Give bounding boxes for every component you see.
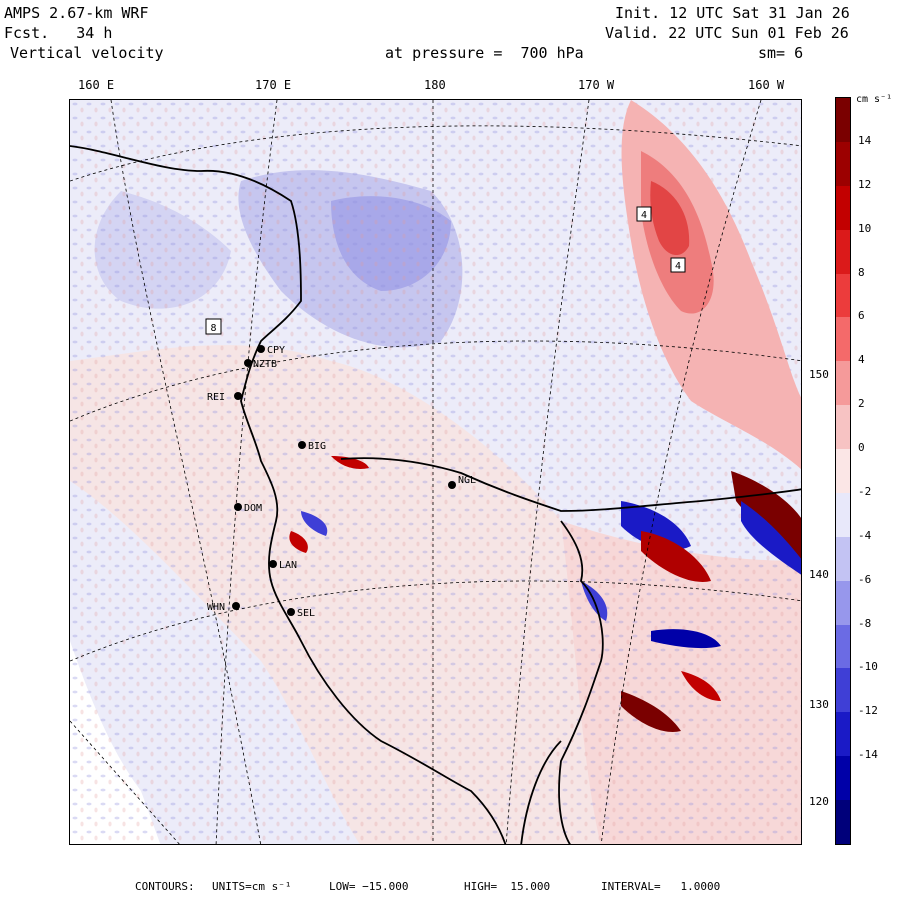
colorbar-segment xyxy=(836,756,850,801)
colorbar-segment xyxy=(836,492,850,538)
station-dot-whn xyxy=(232,602,240,610)
colorbar-tick-label: 6 xyxy=(858,309,865,323)
mountain-wave-couplets xyxy=(289,456,801,732)
colorbar-tick-label: -14 xyxy=(858,748,878,762)
colorbar-segment xyxy=(836,624,850,669)
colorbar-segment xyxy=(836,273,850,318)
vertical-velocity-map: 8 4 4 CPY NZTB REI BIG NGL DOM LAN WHN S… xyxy=(70,100,801,844)
station-label-cpy: CPY xyxy=(267,345,285,356)
colorbar-segment xyxy=(836,141,850,187)
colorbar-tick-label: 2 xyxy=(858,397,865,411)
colorbar-tick-label: -8 xyxy=(858,616,872,630)
colorbar-tick-label: -12 xyxy=(858,704,878,718)
footer-interval: INTERVAL= 1.0000 xyxy=(601,880,721,893)
station-dot-nztb xyxy=(244,359,252,367)
forecast-hour: Fcst. 34 h xyxy=(4,24,113,42)
colorbar xyxy=(835,97,851,845)
pressure-level: at pressure = 700 hPa xyxy=(385,44,584,62)
colorbar-segment xyxy=(836,405,850,450)
colorbar-tick-label: 12 xyxy=(858,177,872,191)
colorbar-segment xyxy=(836,361,850,406)
lat-label-140w: 140 W xyxy=(808,568,844,581)
station-dot-sel xyxy=(287,608,295,616)
stations: CPY NZTB REI BIG NGL DOM LAN WHN SEL xyxy=(207,345,476,619)
colorbar-tick-label: 14 xyxy=(858,133,872,147)
colorbar-segment xyxy=(836,229,850,275)
colorbar-segment xyxy=(836,317,850,362)
footer-units: UNITS=cm s⁻¹ xyxy=(212,880,292,893)
station-label-ngl: NGL xyxy=(458,475,476,486)
footer-low: LOW= −15.000 xyxy=(329,880,409,893)
lon-label-180: 180 xyxy=(424,78,446,92)
station-label-rei: REI xyxy=(207,392,225,403)
colorbar-tick-label: 10 xyxy=(858,221,872,235)
colorbar-segment xyxy=(836,536,850,582)
box-marker-8: 8 xyxy=(210,323,216,334)
init-time: Init. 12 UTC Sat 31 Jan 26 xyxy=(615,4,850,22)
lon-label-170e: 170 E xyxy=(255,78,292,92)
lat-label-150w: 150 W xyxy=(808,368,844,381)
box-markers: 8 4 4 xyxy=(205,206,686,335)
colorbar-segment xyxy=(836,98,850,143)
colorbar-tick-label: -10 xyxy=(858,660,878,674)
station-label-sel: SEL xyxy=(297,608,315,619)
station-dot-ngl xyxy=(448,481,456,489)
colorbar-segment xyxy=(836,449,850,494)
model-title: AMPS 2.67-km WRF xyxy=(4,4,149,22)
colorbar-segment xyxy=(836,185,850,231)
colorbar-segment xyxy=(836,800,850,845)
box-marker-4a: 4 xyxy=(641,210,647,221)
lon-label-160w: 160 W xyxy=(748,78,785,92)
lon-label-170w: 170 W xyxy=(578,78,615,92)
station-dot-rei xyxy=(234,392,242,400)
station-label-lan: LAN xyxy=(279,560,297,571)
station-label-whn: WHN xyxy=(207,602,225,613)
smoothing-value: sm= 6 xyxy=(758,44,804,62)
colorbar-tick-label: 4 xyxy=(858,353,865,367)
footer-high: HIGH= 15.000 xyxy=(464,880,551,893)
lat-label-120w: 120 W xyxy=(808,795,844,808)
field-name: Vertical velocity xyxy=(10,44,164,62)
station-label-dom: DOM xyxy=(244,503,262,514)
footer-contours: CONTOURS: xyxy=(135,880,195,893)
station-label-big: BIG xyxy=(308,441,326,452)
lat-label-130w: 130 W xyxy=(808,698,844,711)
colorbar-tick-label: -2 xyxy=(858,484,872,498)
station-dot-dom xyxy=(234,503,242,511)
valid-time: Valid. 22 UTC Sun 01 Feb 26 xyxy=(605,24,849,42)
station-dot-lan xyxy=(269,560,277,568)
red-band-core xyxy=(650,181,690,256)
colorbar-segment xyxy=(836,668,850,713)
colorbar-tick-label: -4 xyxy=(858,528,872,542)
colorbar-tick-label: -6 xyxy=(858,572,872,586)
colorbar-tick-label: 8 xyxy=(858,265,865,279)
colorbar-tick-label: 0 xyxy=(858,441,865,455)
station-dot-big xyxy=(298,441,306,449)
station-dot-cpy xyxy=(257,345,265,353)
map-panel: 8 4 4 CPY NZTB REI BIG NGL DOM LAN WHN S… xyxy=(69,99,802,845)
colorbar-unit: cm s⁻¹ xyxy=(856,94,893,105)
box-marker-4b: 4 xyxy=(675,261,681,272)
graticule xyxy=(70,100,801,844)
station-label-nztb: NZTB xyxy=(253,359,277,370)
colorbar-segment xyxy=(836,580,850,626)
coastline xyxy=(70,145,801,844)
lon-label-160e: 160 E xyxy=(78,78,115,92)
colorbar-segment xyxy=(836,712,850,757)
